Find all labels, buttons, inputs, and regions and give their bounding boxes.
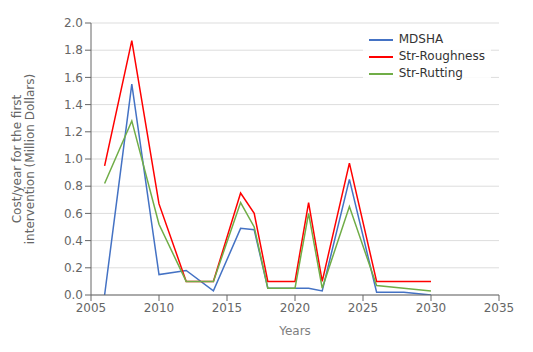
svg-text:2015: 2015 (212, 301, 243, 315)
svg-text:2020: 2020 (280, 301, 311, 315)
svg-text:2.0: 2.0 (64, 16, 83, 30)
svg-text:1.6: 1.6 (64, 71, 83, 85)
html-text:MDSHA: MDSHA (398, 32, 444, 46)
svg-text:0.8: 0.8 (64, 179, 83, 193)
svg-text:1.0: 1.0 (64, 152, 83, 166)
html-text:Str-Rutting: Str-Rutting (398, 66, 463, 80)
svg-text:2035: 2035 (484, 301, 515, 315)
svg-text:0.0: 0.0 (64, 288, 83, 302)
svg-text:Cost/year for the firstinterve: Cost/year for the firstintervention (Mil… (10, 74, 37, 244)
svg-text:1.8: 1.8 (64, 43, 83, 57)
svg-text:0.6: 0.6 (64, 207, 83, 221)
svg-text:1.4: 1.4 (64, 98, 83, 112)
svg-text:0.4: 0.4 (64, 234, 83, 248)
svg-text:1.2: 1.2 (64, 125, 83, 139)
svg-text:0.2: 0.2 (64, 261, 83, 275)
svg-text:2005: 2005 (76, 301, 107, 315)
svg-text:2025: 2025 (348, 301, 379, 315)
svg-text:2010: 2010 (144, 301, 175, 315)
svg-text:Years: Years (278, 324, 311, 338)
html-text:Str-Roughness: Str-Roughness (398, 49, 485, 63)
svg-text:2030: 2030 (416, 301, 447, 315)
